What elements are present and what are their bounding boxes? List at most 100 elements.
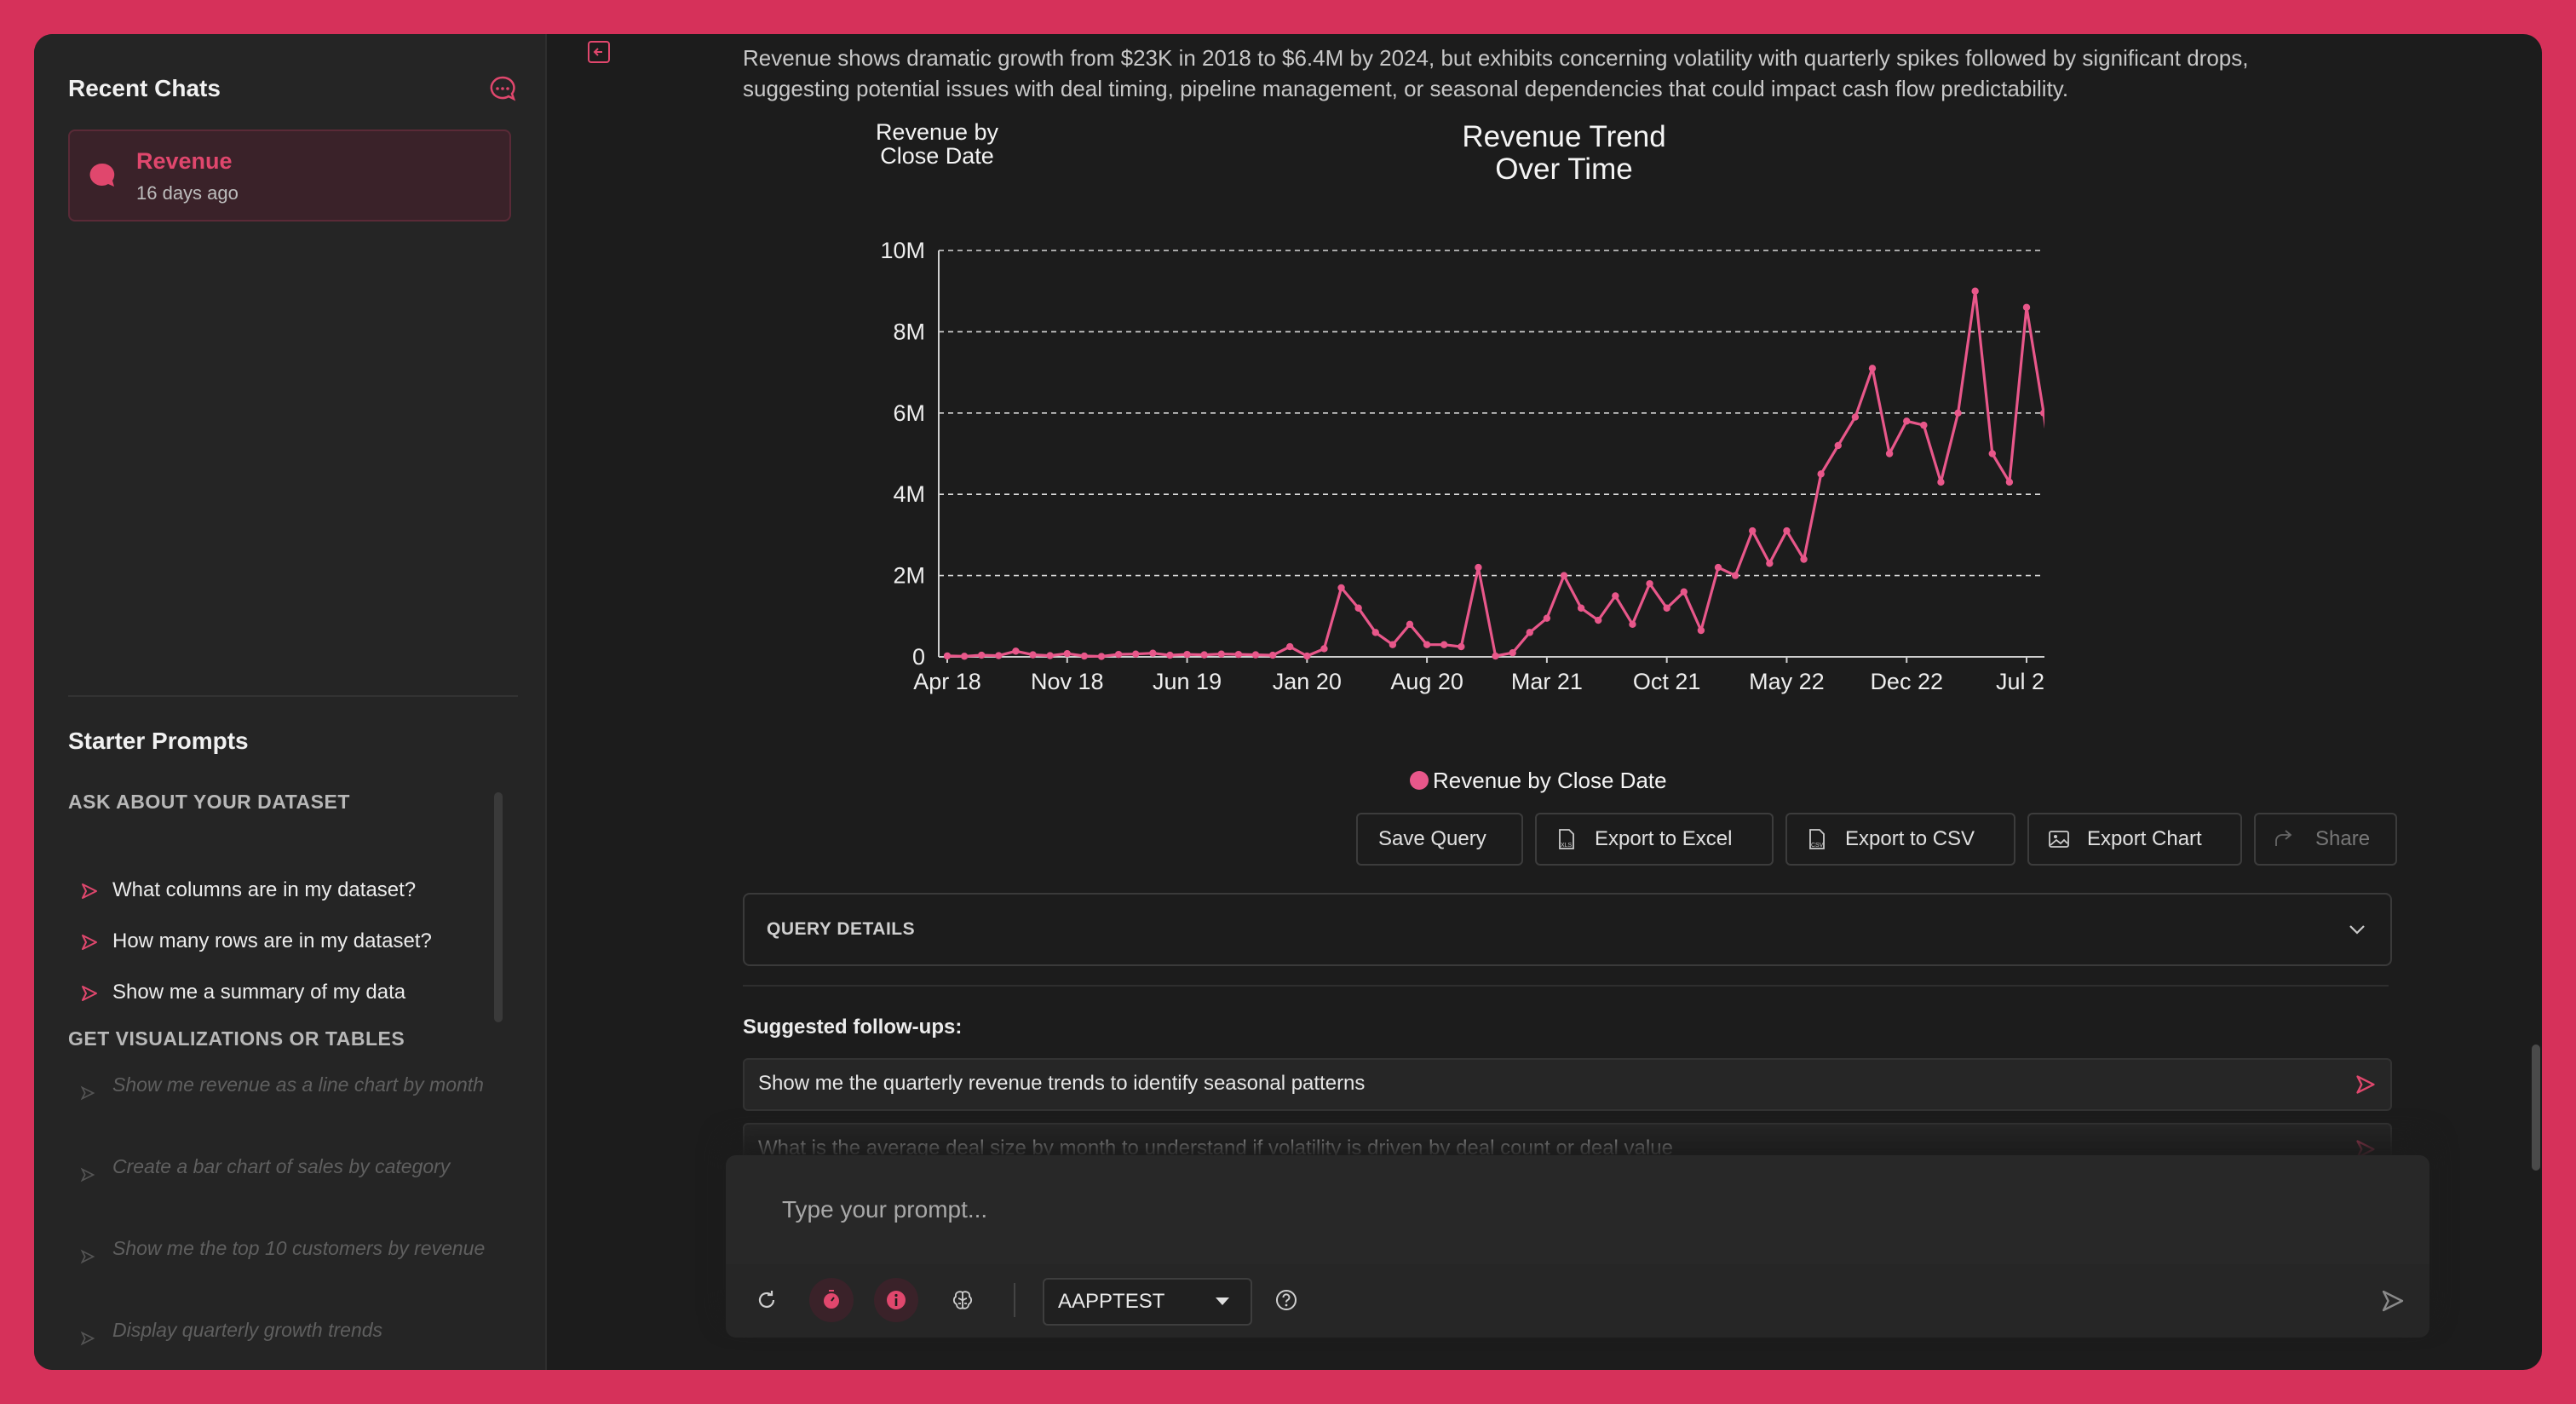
data-point	[1834, 441, 1842, 450]
data-point	[1440, 641, 1448, 648]
data-point	[1475, 563, 1482, 572]
y-tick-label: 2M	[893, 563, 925, 589]
x-tick-label: Mar 21	[1511, 669, 1583, 694]
info-button[interactable]	[874, 1278, 918, 1322]
data-point	[943, 652, 952, 660]
send-arrow-icon	[80, 1331, 95, 1346]
y-tick-label: 4M	[893, 481, 925, 507]
data-point	[2022, 303, 2031, 311]
chat-time: 16 days ago	[136, 182, 239, 204]
data-point	[1492, 652, 1499, 660]
y-tick-label: 10M	[880, 238, 925, 263]
toolbar-separator	[1014, 1283, 1015, 1317]
data-point	[1234, 650, 1243, 659]
main-scrollbar[interactable]	[2532, 1044, 2540, 1171]
chart-title: Revenue Trend	[1462, 120, 1665, 153]
send-button[interactable]	[2370, 1278, 2414, 1322]
send-icon	[2382, 1290, 2404, 1312]
data-point	[1560, 572, 1568, 579]
y-tick-label: 6M	[893, 400, 925, 426]
data-point	[1132, 650, 1140, 658]
app-window: Recent Chats Revenue 16 days ago Starter…	[34, 34, 2542, 1370]
timer-button[interactable]	[809, 1278, 854, 1322]
prompt-item[interactable]: Show me a summary of my data	[80, 975, 497, 1012]
model-select[interactable]: AAPPTEST	[1043, 1278, 1252, 1326]
legend-label: Revenue by Close Date	[1433, 768, 1667, 793]
query-details-accordion[interactable]: QUERY DETAILS	[743, 893, 2392, 966]
y-tick-label: 0	[912, 644, 925, 670]
share-icon	[2275, 830, 2292, 846]
x-tick-label: Jun 19	[1153, 669, 1222, 694]
data-point	[1268, 651, 1277, 659]
image-icon	[2049, 831, 2069, 848]
svg-text:XLS: XLS	[1561, 843, 1573, 849]
data-point	[1371, 629, 1379, 636]
data-point	[1988, 450, 1996, 457]
data-point	[1526, 629, 1533, 636]
data-point	[1012, 647, 1020, 655]
save-query-button[interactable]: Save Query	[1356, 813, 1523, 866]
caret-down-icon	[1216, 1298, 1229, 1305]
share-button[interactable]: Share	[2254, 813, 2397, 866]
prompt-item[interactable]: What columns are in my dataset?	[80, 872, 497, 910]
y-axis-label: Revenue by	[876, 119, 999, 145]
data-point	[1458, 642, 1465, 651]
chat-item-revenue[interactable]: Revenue 16 days ago	[68, 129, 511, 222]
data-point	[1114, 650, 1123, 659]
data-point	[1354, 604, 1362, 612]
send-arrow-icon	[2356, 1075, 2375, 1094]
collapse-sidebar-icon[interactable]	[586, 39, 612, 65]
data-point	[1954, 409, 1962, 417]
revenue-line-chart: 0 2M 4M 6M 8M 10M Apr 18 Nov 18 Jun 19 Jan 20 Aug …	[876, 119, 2044, 793]
send-arrow-icon	[80, 1167, 95, 1182]
section-ask-dataset: ASK ABOUT YOUR DATASET	[68, 791, 350, 813]
help-button[interactable]	[1264, 1278, 1308, 1322]
prompt-label: What columns are in my dataset?	[112, 878, 417, 901]
main-panel: Revenue shows dramatic growth from $23K …	[545, 34, 2542, 1370]
data-point	[1286, 642, 1294, 651]
legend-swatch	[1410, 771, 1429, 790]
prompt-label: Show me the top 10 customers by revenue	[112, 1237, 486, 1259]
data-point	[1166, 651, 1174, 659]
info-icon	[887, 1291, 906, 1309]
prompt-input[interactable]	[726, 1155, 2429, 1264]
chat-name: Revenue	[136, 148, 233, 174]
data-point	[1800, 555, 1808, 563]
brain-button[interactable]	[940, 1278, 985, 1322]
brain-icon	[952, 1291, 973, 1309]
send-arrow-icon	[80, 1085, 95, 1101]
export-excel-button[interactable]: XLS Export to Excel	[1535, 813, 1774, 866]
data-point	[1423, 641, 1431, 648]
recent-chats-header: Recent Chats	[68, 72, 518, 106]
data-point	[1577, 604, 1585, 612]
data-point	[2005, 478, 2014, 486]
help-icon	[1276, 1290, 1297, 1310]
starter-prompts-title: Starter Prompts	[68, 728, 249, 754]
recent-chats-title: Recent Chats	[68, 75, 221, 101]
data-point	[1920, 421, 1928, 429]
data-point	[1251, 651, 1260, 659]
data-point	[995, 652, 1003, 659]
data-point	[1680, 588, 1688, 596]
chevron-down-icon	[2349, 925, 2365, 935]
send-arrow-icon	[82, 986, 97, 1001]
data-point	[978, 651, 986, 659]
x-tick-label: May 22	[1749, 669, 1825, 694]
sidebar: Recent Chats Revenue 16 days ago Starter…	[34, 34, 547, 1370]
export-csv-button[interactable]: CSV Export to CSV	[1785, 813, 2015, 866]
data-point	[1663, 604, 1670, 612]
x-tick-label: Aug 20	[1390, 669, 1463, 694]
prompt-label: Create a bar chart of sales by category	[112, 1155, 451, 1177]
data-point	[1868, 365, 1877, 372]
x-tick-label: Jan 20	[1273, 669, 1342, 694]
refresh-button[interactable]	[745, 1278, 789, 1322]
new-chat-icon[interactable]	[487, 73, 518, 104]
prompt-label: Show me a summary of my data	[112, 981, 406, 1004]
refresh-icon	[758, 1291, 775, 1308]
followup-item[interactable]: Show me the quarterly revenue trends to …	[743, 1058, 2392, 1111]
data-point	[1046, 652, 1054, 659]
sidebar-scrollbar[interactable]	[494, 792, 503, 1022]
data-point	[1731, 572, 1739, 579]
export-chart-button[interactable]: Export Chart	[2027, 813, 2242, 866]
prompt-item[interactable]: How many rows are in my dataset?	[80, 924, 497, 961]
